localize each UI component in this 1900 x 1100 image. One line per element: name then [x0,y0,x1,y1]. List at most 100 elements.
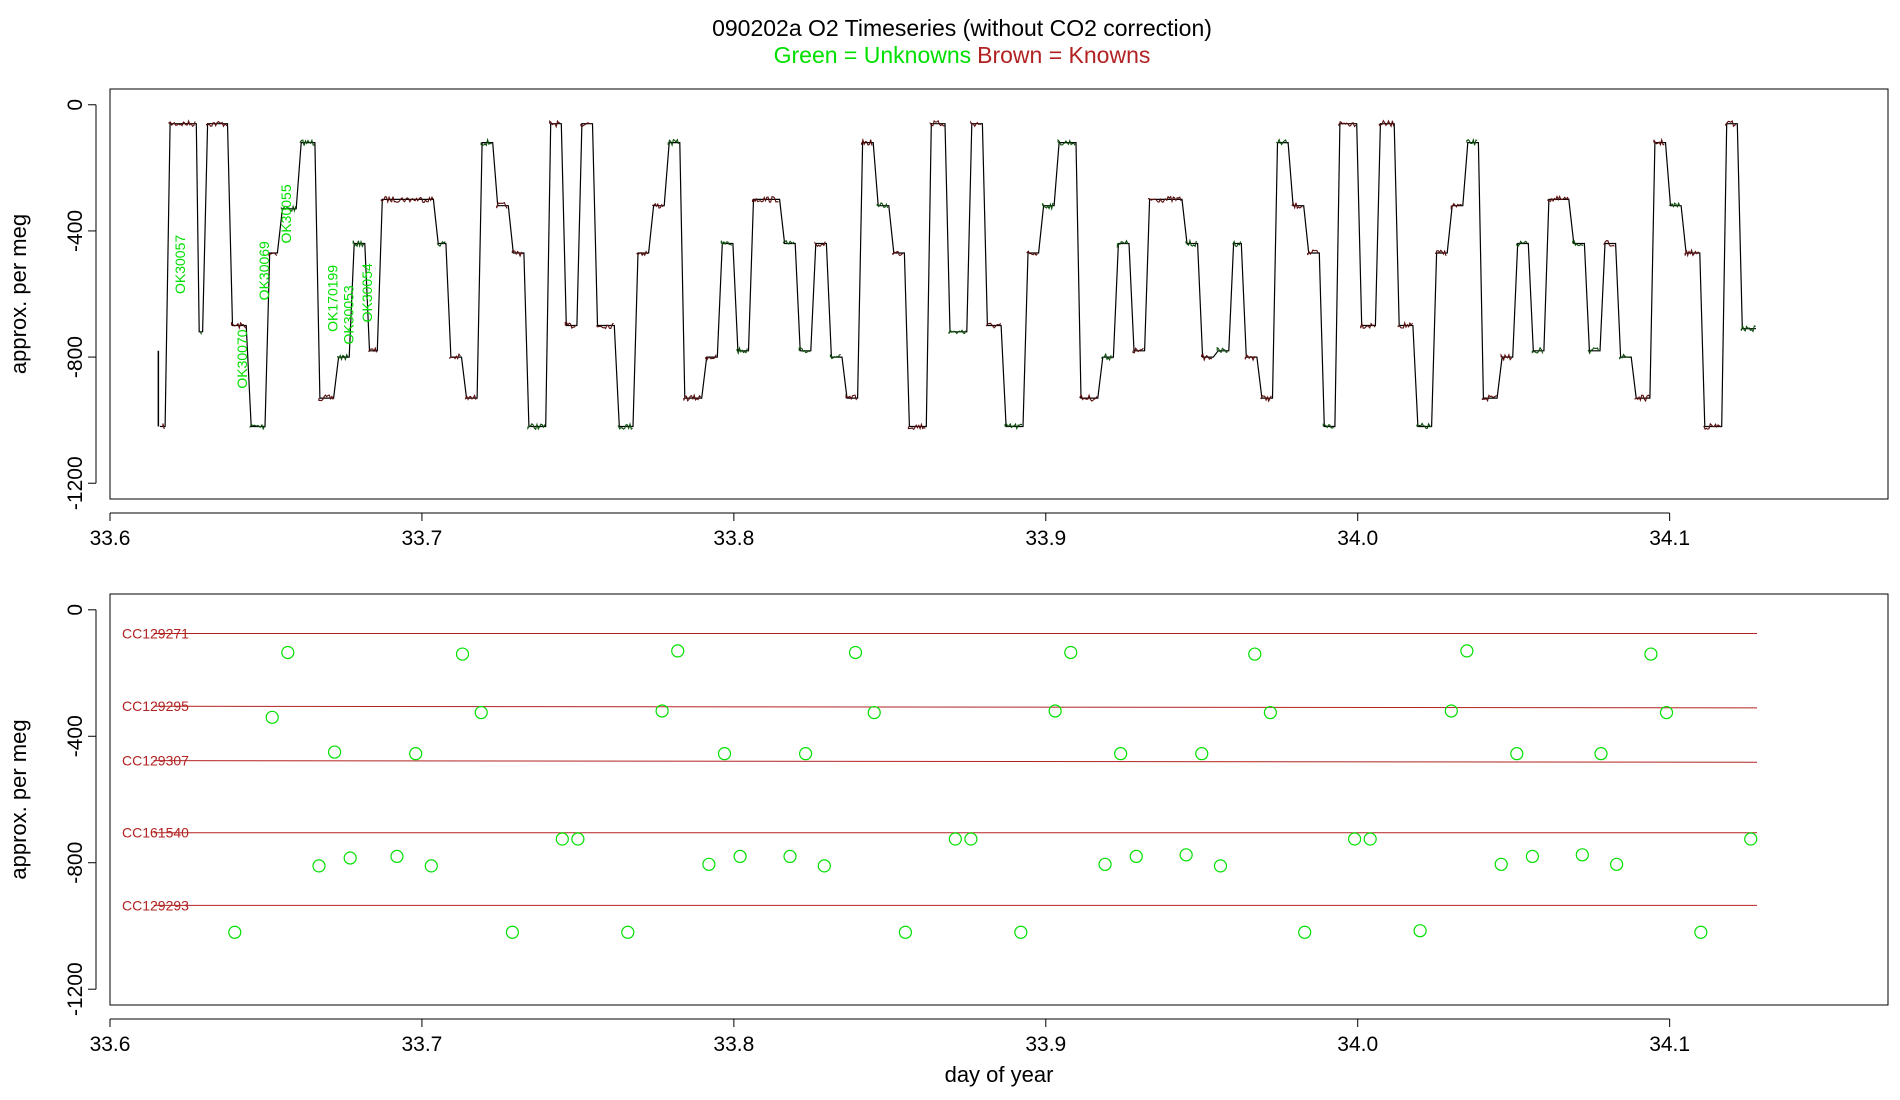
unknown-point [505,925,519,939]
known-plateau [751,195,779,203]
unknown-point [1114,747,1128,761]
unknown-point [817,859,831,873]
x-tick-label: 33.9 [1025,527,1066,550]
y-tick-label: -400 [64,210,87,252]
unknown-point [964,832,978,846]
y-tick-label: 0 [64,99,87,111]
known-plateau [1201,353,1213,362]
unknown-plateau [667,138,680,148]
known-plateau [1397,320,1413,329]
reference-label: CC129295 [122,698,189,714]
known-plateau [1500,353,1512,362]
x-tick-label: 33.6 [90,1033,131,1056]
unknown-plateau [736,346,748,356]
unknown-point [1444,704,1458,718]
unknown-plateau [436,240,446,248]
reference-line [153,705,1757,709]
known-plateau [1026,250,1038,257]
unknown-plateau [1116,239,1129,249]
unknown-point [702,857,716,871]
known-plateau [1148,195,1182,204]
unknown-point [390,849,404,864]
unknown-plateau [352,239,365,248]
y-axis-label: approx. per meg [6,719,31,879]
known-plateau [380,195,434,205]
known-plateau [549,119,561,129]
unknown-plateau [337,353,349,362]
unknown-point [867,705,881,720]
unknown-plateau [199,331,203,335]
unknown-point [265,710,279,724]
known-plateau [814,241,826,248]
unknown-point [1494,857,1508,871]
sample-label: OK30053 [340,285,356,344]
reference-line [153,760,1757,763]
unknown-plateau [829,353,841,360]
known-plateau [1450,202,1462,210]
unknown-point [1298,925,1312,939]
unknown-point [1610,857,1624,871]
unknown-point [799,747,813,761]
unknown-point [1644,647,1658,661]
unknown-plateau [1101,352,1113,362]
unknown-point [621,925,635,939]
known-plateau [1725,120,1737,128]
unknown-plateau [1466,137,1478,146]
known-plateau [1079,393,1098,402]
unknown-point [671,644,685,658]
x-tick-label: 33.8 [713,527,754,550]
unknown-point [1263,705,1277,720]
reference-label: CC129293 [122,897,189,913]
unknown-point [1744,832,1758,846]
x-tick-label: 33.6 [90,527,131,550]
unknown-plateau [480,137,492,147]
o2-trace-line [159,123,1756,428]
x-tick-label: 34.0 [1337,1033,1378,1056]
reference-label: CC161540 [122,825,189,841]
reference-label: CC129307 [122,753,189,769]
unknown-plateau [720,240,733,246]
unknown-plateau [1232,239,1242,248]
unknown-point [1413,924,1427,938]
chart-title: 090202a O2 Timeseries (without CO2 corre… [712,15,1212,41]
sample-label: OK170199 [325,265,341,332]
unknown-point [717,747,732,761]
unknown-point [1659,705,1674,720]
unknown-point [1048,704,1062,718]
summary-panel: 0 -400 -800 -1200 approx. per meg 33.6 33.7 33.… [6,593,1889,1087]
known-plateau [705,354,717,361]
unknown-point [343,851,357,865]
known-plateau [1260,395,1272,403]
known-plateau [580,122,592,128]
x-axis-label: day of year [945,1062,1054,1087]
known-plateau [464,394,477,401]
unknown-plateau [1516,240,1528,248]
unknown-point [571,832,585,846]
unknown-point [1195,747,1209,761]
known-plateau [595,322,614,330]
unknown-point [424,859,438,873]
known-plateau [268,252,278,257]
unknown-point [228,925,242,939]
known-plateau [1634,394,1650,403]
sample-label: OK30055 [278,184,294,243]
unknown-point [1014,925,1028,939]
unknown-plateau [1185,238,1197,248]
known-plateau [970,120,982,128]
sample-label: OK30070 [234,329,250,388]
timeseries-panel: 0 -400 -800 -1200 approx. per meg 33.6 33.7 33.… [6,88,1889,550]
known-plateau [1307,249,1319,256]
y-tick-label: -800 [64,336,87,378]
unknown-point [327,745,342,759]
unknown-point [1525,849,1540,864]
unknown-point [474,705,488,720]
known-plateau [496,201,508,209]
unknown-point [1129,849,1143,864]
unknown-plateau [1416,422,1432,429]
y-tick-label: -800 [64,842,87,884]
subtitle-unknowns: Green = Unknowns [774,42,972,68]
known-plateau [168,119,196,127]
unknown-point [733,849,747,864]
unknown-plateau [1216,346,1228,354]
